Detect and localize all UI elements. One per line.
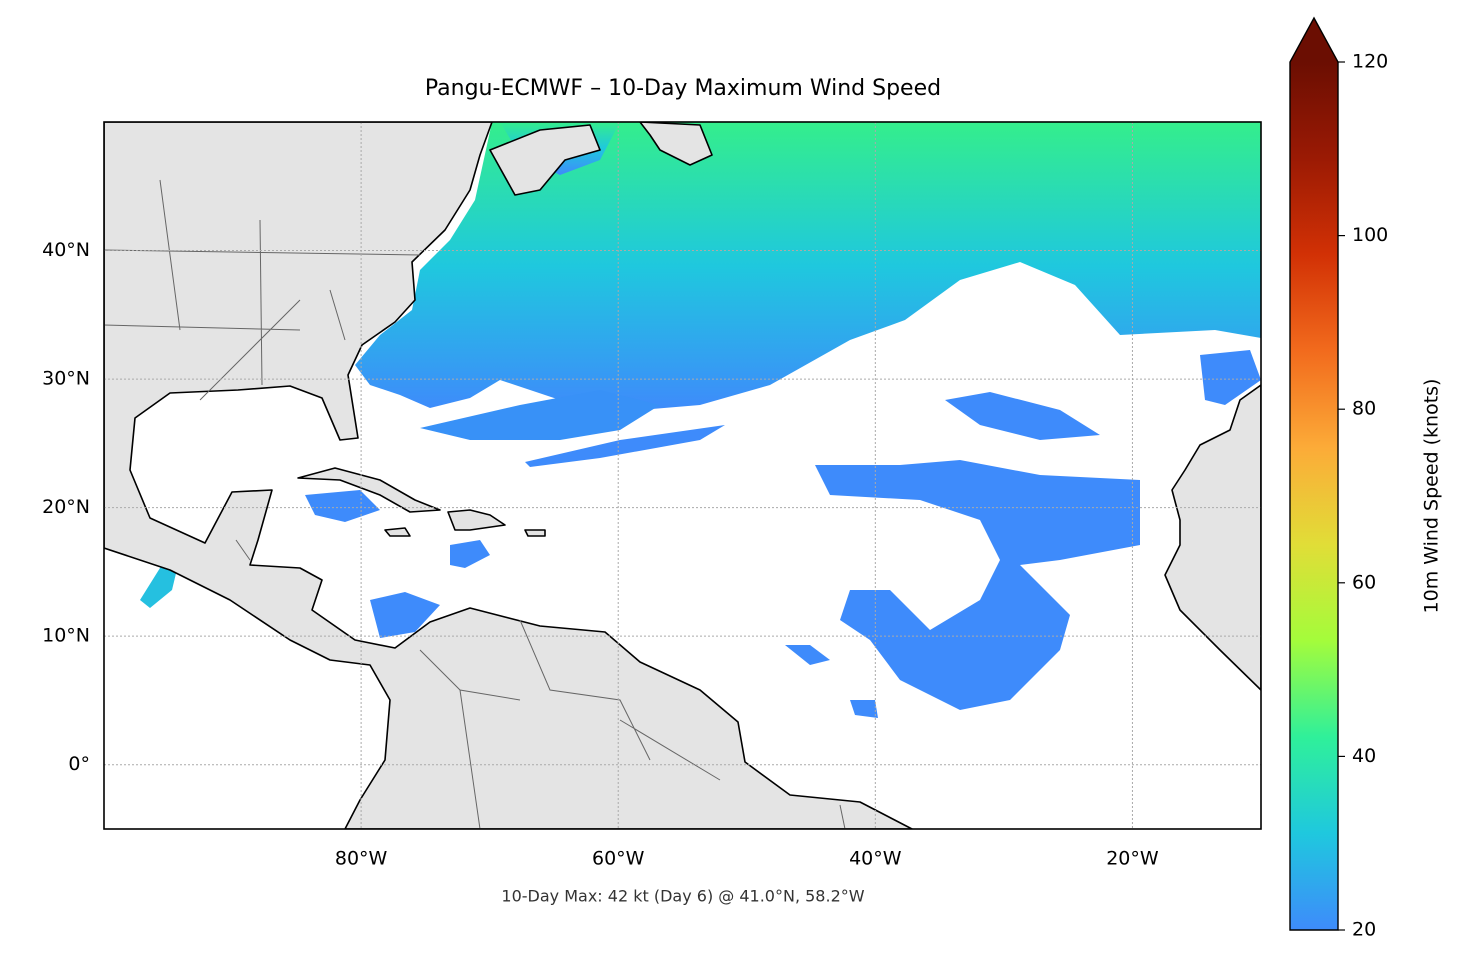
x-tick-label: 60°W	[592, 848, 645, 870]
wind-patch	[370, 592, 440, 638]
wind-band	[355, 122, 1261, 410]
newfoundland	[639, 122, 713, 166]
y-tick-label: 0°	[68, 753, 90, 775]
wind-patch	[525, 425, 725, 467]
wind-patch	[450, 540, 490, 568]
map	[104, 122, 1261, 829]
wind-patch	[850, 700, 878, 718]
maritimes	[489, 124, 601, 196]
colorbar-tick-label: 80	[1352, 398, 1376, 420]
wind-patch	[785, 645, 830, 665]
africa	[1164, 384, 1261, 691]
colorbar-tick-label: 100	[1352, 224, 1388, 246]
colorbar-tick-label: 20	[1352, 919, 1376, 941]
y-tick-label: 40°N	[42, 239, 90, 261]
y-tick-label: 20°N	[42, 496, 90, 518]
y-tick-label: 30°N	[42, 368, 90, 390]
y-tick-label: 10°N	[42, 625, 90, 647]
borders	[104, 179, 846, 829]
americas	[104, 122, 913, 829]
x-tick-label: 20°W	[1106, 848, 1159, 870]
jamaica	[384, 527, 411, 537]
wind-patch	[945, 392, 1100, 440]
colorbar-tick-label: 40	[1352, 745, 1376, 767]
wind-patch	[1200, 350, 1261, 405]
colorbar-tick-label: 60	[1352, 571, 1376, 593]
wind-patch	[815, 460, 1140, 710]
chart-title: Pangu-ECMWF – 10-Day Maximum Wind Speed	[425, 76, 941, 101]
wind-patch	[140, 560, 178, 608]
colorbar-label: 10m Wind Speed (knots)	[1421, 379, 1443, 614]
colorbar-tick-label: 120	[1352, 51, 1388, 73]
colorbar-frame	[1289, 16, 1339, 931]
wind-patch	[420, 390, 660, 440]
x-tick-label: 40°W	[849, 848, 902, 870]
puerto-rico	[524, 529, 546, 537]
land	[104, 122, 1261, 829]
cuba	[297, 467, 441, 513]
hispaniola	[447, 509, 506, 531]
annotation: 10-Day Max: 42 kt (Day 6) @ 41.0°N, 58.2…	[501, 887, 864, 906]
x-tick-label: 80°W	[335, 848, 388, 870]
colorbar-extension	[1290, 18, 1338, 62]
wind-field	[140, 122, 1261, 718]
colorbar	[1290, 62, 1338, 930]
plot-frame	[103, 121, 1262, 830]
grid	[104, 122, 1261, 829]
